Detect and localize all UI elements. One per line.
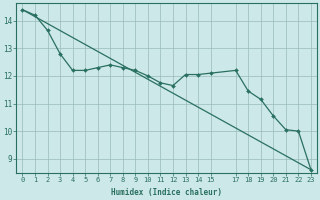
X-axis label: Humidex (Indice chaleur): Humidex (Indice chaleur) [111,188,222,197]
